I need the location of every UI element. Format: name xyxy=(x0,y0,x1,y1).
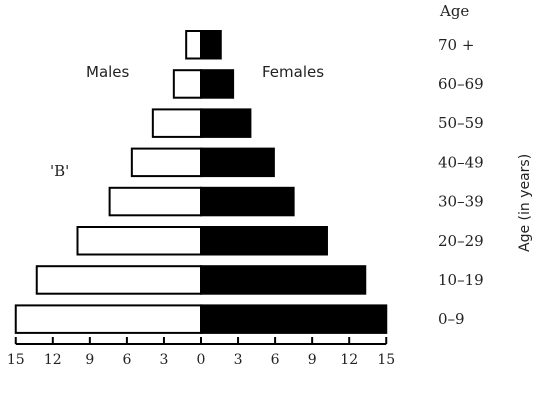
x-tick-label: 15 xyxy=(377,352,395,368)
x-tick-label: 6 xyxy=(122,352,131,368)
bar-females-2029 xyxy=(200,226,328,256)
x-tick-label: 3 xyxy=(159,352,168,368)
x-tick-label: 12 xyxy=(44,352,62,368)
bar-males-6069 xyxy=(172,69,203,99)
x-tick-label: 6 xyxy=(271,352,280,368)
bar-males-09 xyxy=(14,304,202,334)
category-label: 30–39 xyxy=(438,193,484,211)
x-tick-label: 12 xyxy=(340,352,358,368)
x-tick-label: 9 xyxy=(85,352,94,368)
category-label: 50–59 xyxy=(438,114,484,132)
category-label: 10–19 xyxy=(438,271,484,289)
bar-females-5059 xyxy=(200,108,252,138)
category-label: 20–29 xyxy=(438,232,484,250)
bar-males-3039 xyxy=(108,186,202,217)
x-tick-label: 15 xyxy=(7,352,25,368)
bar-females-09 xyxy=(200,304,388,334)
bars-group xyxy=(14,30,388,334)
bar-females-3039 xyxy=(200,186,295,217)
bar-females-70 xyxy=(200,30,222,60)
x-tick-label: 0 xyxy=(197,352,206,368)
y-axis-label: Age (in years) xyxy=(517,154,533,252)
x-tick-label: 9 xyxy=(308,352,317,368)
bar-males-2029 xyxy=(76,226,202,256)
males-label: Males xyxy=(86,63,130,81)
category-label: 0–9 xyxy=(438,310,465,328)
category-label: 60–69 xyxy=(438,75,484,93)
bar-males-70 xyxy=(185,30,202,60)
females-label: Females xyxy=(262,63,324,81)
annotation-b: 'B' xyxy=(50,162,69,180)
x-tick-label: 3 xyxy=(234,352,243,368)
bar-females-6069 xyxy=(200,69,235,99)
category-label: 70 + xyxy=(438,36,474,54)
x-axis: 15 12 9 6 3 0 3 6 9 12 15 xyxy=(7,337,395,368)
bar-females-1019 xyxy=(200,265,367,295)
category-labels: 70 + 60–69 50–59 40–49 30–39 20–29 10–19 0–9 xyxy=(438,36,484,328)
bar-females-4049 xyxy=(200,147,275,178)
bar-males-1019 xyxy=(35,265,203,295)
bar-males-5059 xyxy=(151,108,203,138)
age-header: Age xyxy=(439,2,469,20)
bar-males-4049 xyxy=(130,147,202,178)
category-label: 40–49 xyxy=(438,153,484,171)
